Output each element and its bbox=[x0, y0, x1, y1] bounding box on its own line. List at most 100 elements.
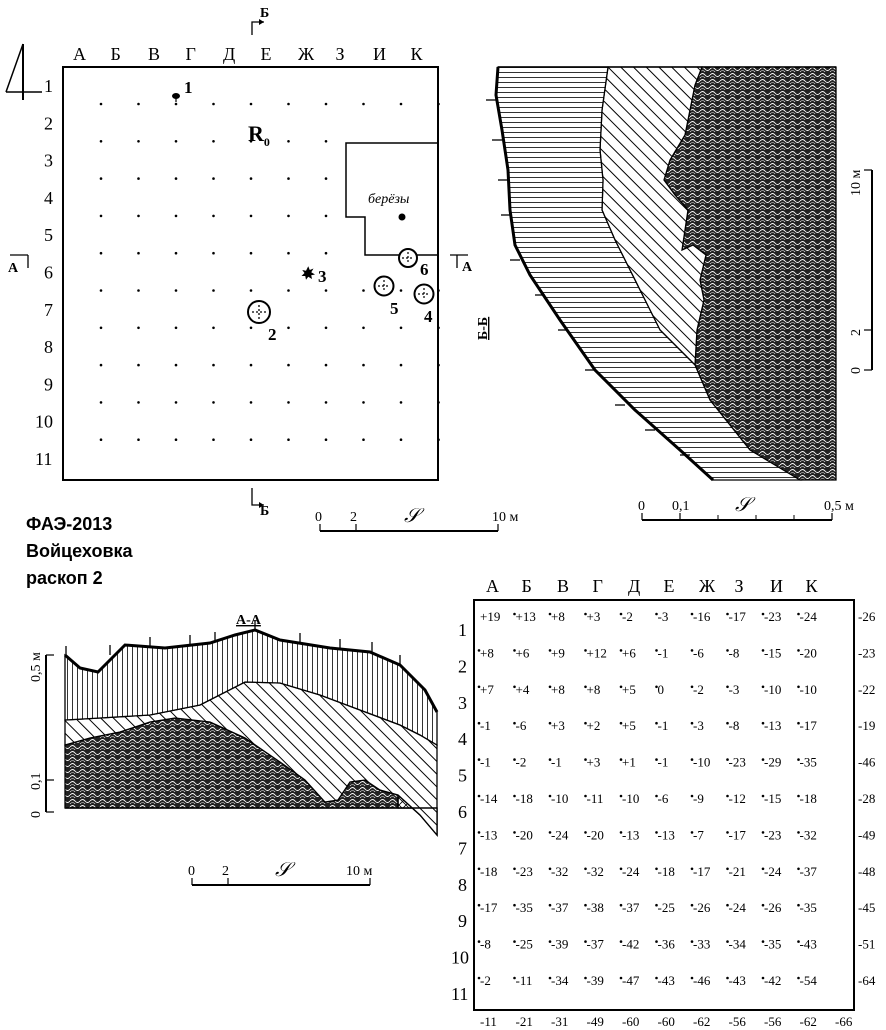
elevation-value: -14 bbox=[480, 791, 498, 806]
grid-point bbox=[655, 649, 658, 652]
grid-point bbox=[761, 721, 765, 725]
elevation-value: -2 bbox=[693, 682, 704, 697]
elevation-value: -39 bbox=[551, 937, 568, 952]
grid-point bbox=[477, 940, 481, 943]
grid-point bbox=[584, 940, 587, 943]
elevation-value: -10 bbox=[693, 755, 710, 770]
reference-point-label: R0 bbox=[248, 121, 270, 149]
section-bb-marker-bottom: Б bbox=[251, 488, 269, 519]
elevation-row-label: 5 bbox=[458, 766, 467, 786]
grid-point bbox=[726, 903, 729, 907]
grid-point bbox=[797, 794, 800, 798]
elevation-value: -43 bbox=[658, 973, 675, 988]
grid-point bbox=[99, 140, 103, 143]
grid-point bbox=[437, 401, 440, 404]
elevation-value: -23 bbox=[764, 609, 781, 624]
elevation-value: -26 bbox=[693, 900, 711, 915]
elevation-value: -18 bbox=[480, 864, 497, 879]
grid-point bbox=[99, 102, 103, 106]
elevation-table-frame bbox=[473, 599, 855, 1011]
grid-point bbox=[619, 976, 623, 980]
elevation-value: +9 bbox=[551, 645, 565, 660]
elevation-value: -1 bbox=[480, 755, 491, 770]
grid-point bbox=[99, 251, 103, 255]
grid-point bbox=[655, 976, 658, 980]
grid-point bbox=[287, 438, 290, 442]
grid-point bbox=[324, 140, 328, 143]
grid-point bbox=[513, 903, 516, 907]
elevation-value: -18 bbox=[800, 791, 817, 806]
grid-point bbox=[513, 685, 516, 689]
grid-point bbox=[287, 363, 290, 367]
svg-text:3: 3 bbox=[318, 267, 327, 286]
grid-point bbox=[726, 721, 729, 725]
grid-point bbox=[690, 794, 694, 798]
grid-point bbox=[324, 214, 328, 218]
grid-point bbox=[362, 102, 365, 106]
grid-point bbox=[513, 758, 516, 761]
grid-point bbox=[797, 612, 800, 616]
elevation-value: -6 bbox=[693, 645, 704, 660]
elevation-values: +19 +13 +8 +3 -2 -3 -16 -17 -23 -24 +8 +6 +9 +12 +6 -1 -… bbox=[480, 609, 817, 988]
grid-point bbox=[477, 685, 481, 689]
elevation-value: -17 bbox=[480, 900, 498, 915]
grid-point bbox=[797, 903, 800, 907]
grid-point bbox=[797, 940, 800, 943]
plan-row-label: 4 bbox=[44, 188, 53, 208]
elevation-value: -10 bbox=[764, 682, 781, 697]
elevation-value: -8 bbox=[729, 718, 740, 733]
elevation-value: -2 bbox=[516, 755, 527, 770]
grid-point bbox=[212, 438, 215, 442]
grid-point bbox=[137, 214, 140, 218]
grid-point bbox=[137, 251, 140, 255]
elevation-value: -10 bbox=[800, 682, 817, 697]
grid-point bbox=[137, 102, 140, 106]
elevation-value: -21 bbox=[729, 864, 746, 879]
grid-point bbox=[548, 612, 552, 616]
grid-point bbox=[324, 363, 328, 367]
elevation-value: -2 bbox=[622, 609, 633, 624]
elevation-edge-value: -62 bbox=[800, 1014, 817, 1029]
elevation-value: -1 bbox=[551, 755, 562, 770]
plan-row-label: 5 bbox=[44, 225, 53, 245]
elevation-value: -26 bbox=[764, 900, 782, 915]
section-aa-marker-right: А bbox=[450, 254, 473, 275]
svg-text:0,5 м: 0,5 м bbox=[29, 652, 44, 682]
plan-row-label: 2 bbox=[44, 113, 53, 133]
birch-label: берёзы bbox=[368, 192, 409, 207]
grid-point bbox=[137, 289, 140, 292]
elevation-value: -37 bbox=[800, 864, 818, 879]
section-aa-label: А-А bbox=[236, 613, 262, 628]
grid-point bbox=[548, 649, 552, 652]
elevation-row-label: 9 bbox=[458, 911, 467, 931]
elevation-edge-value: -46 bbox=[858, 755, 876, 770]
site-plan: А Б В Г Д Е Ж З И К 1 2 3 4 5 6 7 8 9 10 11 берёзы R0 1 2 3 bbox=[5, 6, 519, 532]
elevation-value: -32 bbox=[587, 864, 604, 879]
elevation-edge-value: -66 bbox=[835, 1014, 853, 1029]
grid-point bbox=[362, 438, 365, 442]
grid-point bbox=[99, 438, 103, 442]
elevation-value: -37 bbox=[587, 937, 605, 952]
title-line-3: раскоп 2 bbox=[26, 568, 103, 588]
elevation-value: -1 bbox=[658, 755, 669, 770]
grid-point bbox=[399, 401, 403, 404]
svg-text:А: А bbox=[462, 260, 473, 275]
grid-point bbox=[513, 721, 516, 725]
svg-text:А: А bbox=[8, 261, 19, 276]
grid-point bbox=[287, 251, 290, 255]
grid-point bbox=[174, 326, 178, 330]
grid-point bbox=[174, 363, 178, 367]
elevation-value: -35 bbox=[516, 900, 533, 915]
elevation-column-label: К bbox=[806, 576, 819, 596]
section-bb-ticks bbox=[486, 99, 690, 456]
elevation-edge-value: -49 bbox=[587, 1014, 604, 1029]
grid-point bbox=[399, 289, 403, 292]
grid-point bbox=[249, 438, 253, 442]
plan-grid-points bbox=[99, 102, 440, 442]
grid-point bbox=[797, 831, 800, 834]
plan-column-label: Б bbox=[111, 44, 121, 64]
grid-point bbox=[584, 721, 587, 725]
grid-point bbox=[362, 363, 365, 367]
plan-row-label: 1 bbox=[44, 76, 53, 96]
elevation-value: 0 bbox=[658, 682, 665, 697]
